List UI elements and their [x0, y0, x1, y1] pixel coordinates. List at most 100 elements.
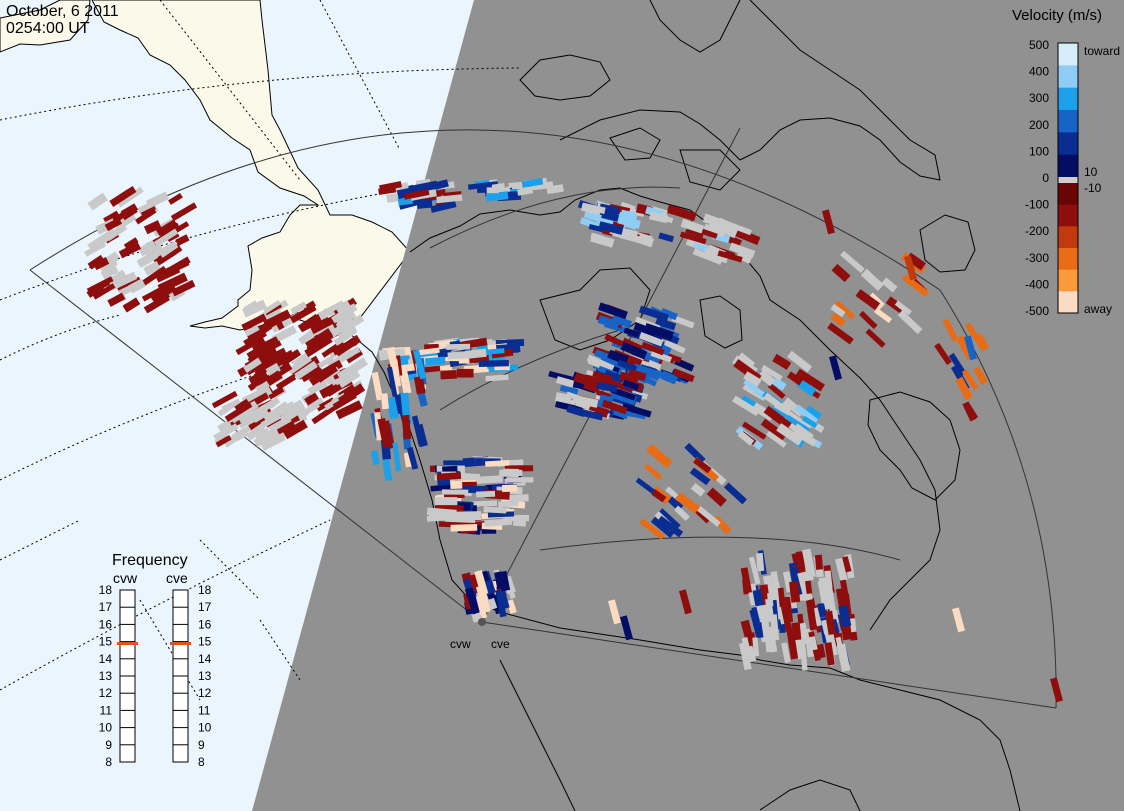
echo-cell	[665, 486, 679, 499]
echo-cell	[143, 243, 163, 258]
echo-cell	[168, 192, 183, 205]
radar-sites: cvw cve	[450, 618, 510, 651]
echo-cell	[120, 204, 138, 221]
echo-cell	[596, 381, 618, 393]
echo-cell	[171, 279, 196, 297]
echo-cell	[705, 224, 726, 238]
frequency-tick-label-cve: 15	[198, 635, 212, 649]
velocity-tick-label: 400	[1029, 65, 1049, 79]
echo-cell	[678, 589, 692, 615]
echo-cell	[339, 357, 368, 381]
echo-cell	[521, 177, 544, 188]
echo-cell	[583, 210, 612, 226]
echo-cell	[634, 367, 660, 381]
echo-cell	[462, 486, 488, 493]
echo-cell	[814, 554, 824, 570]
echo-cell	[621, 403, 652, 418]
echo-cell	[690, 482, 706, 497]
echo-cell	[456, 368, 474, 378]
echo-cell	[155, 265, 181, 283]
echo-cell	[825, 582, 836, 612]
echo-cell	[472, 500, 498, 507]
echo-cell	[903, 255, 917, 281]
echo-cell	[824, 642, 835, 666]
radar-field-of-view	[29, 127, 1057, 709]
echo-cell	[243, 357, 262, 374]
frequency-tick-label-cvw: 10	[99, 721, 113, 735]
echo-cell	[503, 468, 519, 478]
echo-cell	[619, 615, 633, 641]
echo-cell	[727, 235, 743, 248]
echo-cell	[616, 359, 638, 373]
echo-cell	[143, 261, 161, 276]
echo-cell	[649, 211, 669, 224]
echo-cell	[729, 242, 756, 259]
velocity-tick-label: 300	[1029, 91, 1049, 105]
color-bar-segment	[1058, 132, 1078, 156]
echo-cell	[796, 639, 807, 657]
echo-cell	[377, 417, 391, 449]
echo-cell	[498, 570, 511, 592]
echo-cell	[441, 489, 469, 495]
echo-cell	[838, 604, 852, 628]
echo-cell	[787, 350, 813, 373]
echo-cell	[333, 331, 351, 346]
echo-cell	[109, 271, 138, 291]
echo-cell	[170, 202, 198, 222]
echo-cell	[475, 585, 491, 614]
echo-cell	[450, 523, 478, 532]
echo-cell	[753, 621, 764, 639]
echo-cell	[658, 232, 675, 243]
echo-cell	[894, 300, 912, 316]
echo-cell	[784, 596, 794, 623]
echo-cell	[487, 511, 515, 518]
echo-cell	[495, 589, 507, 618]
echo-cell	[638, 305, 669, 322]
echo-cell	[660, 308, 678, 321]
echo-cell	[498, 499, 519, 508]
echo-cell	[268, 415, 292, 433]
echo-cell	[332, 391, 357, 411]
echo-cell	[141, 287, 163, 302]
echo-cell	[757, 369, 776, 387]
echo-cell	[897, 310, 923, 335]
echo-cell	[259, 340, 282, 356]
echo-cell	[849, 618, 857, 633]
echo-cell	[830, 303, 846, 318]
echo-cell	[508, 494, 529, 503]
toward-label: toward	[1084, 44, 1120, 58]
echo-cell	[92, 283, 116, 300]
echo-cell	[400, 392, 411, 421]
echo-cell	[797, 571, 813, 602]
echo-cell	[86, 283, 105, 298]
echo-cell	[743, 371, 762, 387]
echo-cell	[798, 622, 810, 645]
echo-cell	[411, 415, 425, 446]
echo-cell	[485, 459, 510, 467]
echo-cell	[100, 264, 119, 280]
echo-cell	[331, 338, 358, 356]
echo-cell	[776, 423, 804, 446]
frequency-tick-label-cvw: 16	[99, 617, 113, 631]
echo-cell	[474, 569, 489, 596]
echo-cell	[263, 299, 281, 315]
echo-cell	[641, 341, 665, 356]
echo-cell	[424, 356, 446, 366]
echo-cell	[684, 442, 706, 464]
echo-cell	[771, 377, 787, 391]
echo-cell	[777, 587, 786, 608]
frequency-tick-label-cvw: 15	[99, 635, 113, 649]
echo-cell	[647, 359, 662, 371]
echo-cell	[763, 405, 792, 430]
echo-cell	[243, 328, 267, 348]
echo-cell	[655, 317, 677, 331]
echo-cell	[413, 375, 426, 395]
echo-cell	[796, 378, 817, 397]
echo-cell	[294, 360, 318, 380]
echo-cell	[290, 355, 320, 378]
color-bar-segment	[1058, 110, 1078, 133]
echo-cell	[245, 423, 266, 441]
echo-cell	[770, 571, 780, 589]
echo-cell	[329, 318, 354, 338]
